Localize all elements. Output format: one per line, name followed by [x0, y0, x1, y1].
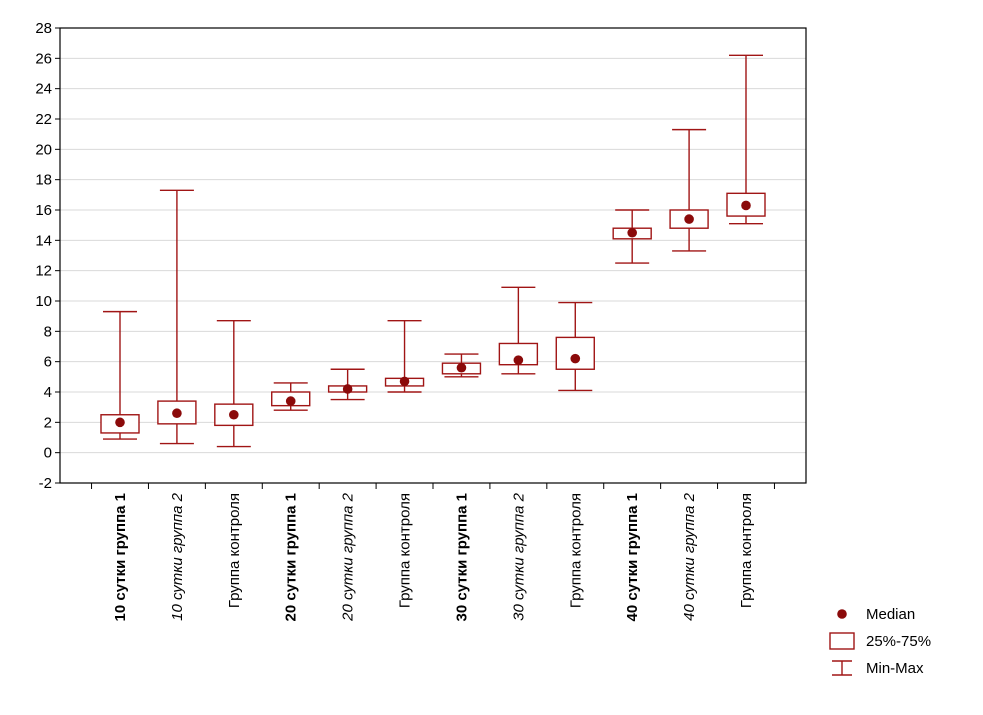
median-dot [115, 417, 125, 428]
y-tick-label: 16 [35, 202, 52, 219]
median-dot [513, 355, 524, 365]
median-dot [342, 384, 353, 394]
x-category-label: 40 сутки группа 2 [681, 492, 698, 621]
y-tick-label: 24 [35, 81, 52, 98]
y-tick-label: 4 [44, 384, 52, 401]
x-category-label: Группа контроля [397, 493, 414, 608]
legend-item: Median [837, 606, 915, 623]
x-category-label: 20 сутки группа 1 [283, 493, 300, 622]
box-plot-item [441, 353, 482, 378]
axes [59, 27, 807, 489]
box-plot-item [612, 209, 652, 264]
x-category-label: 20 сутки группа 2 [340, 492, 357, 622]
x-axis-category-labels: 10 сутки группа 1 10 сутки группа 2 Группа… [112, 492, 755, 622]
legend-label: Median [866, 606, 915, 623]
y-tick-label: 18 [35, 172, 52, 189]
legend-item: 25%-75% [829, 632, 931, 650]
median-dot [684, 214, 694, 224]
legend-item: Min-Max [832, 660, 924, 677]
iqr-box [555, 336, 595, 370]
legend-label: 25%-75% [866, 633, 931, 650]
x-category-label: Группа контроля [738, 493, 755, 608]
box-plot-item [100, 310, 140, 440]
y-tick-label: 10 [35, 293, 52, 310]
legend-label: Min-Max [866, 660, 924, 677]
median-dot [285, 396, 296, 406]
y-tick-label: -2 [39, 475, 52, 492]
y-tick-label: 2 [44, 414, 52, 431]
median-dot [627, 227, 637, 238]
legend: Median 25%-75% Min-Max [829, 606, 931, 677]
y-tick-label: 22 [35, 111, 52, 128]
median-dot [741, 200, 751, 211]
box-plot-item [157, 189, 197, 445]
median-dot [570, 353, 581, 364]
box-plot-item [669, 128, 709, 252]
x-category-label: Группа контроля [567, 493, 584, 608]
y-tick-label: 8 [44, 323, 52, 340]
x-category-label: 10 сутки группа 2 [169, 492, 186, 621]
box-plot-item [726, 54, 766, 225]
legend-median-dot [837, 609, 847, 619]
y-tick-label: 26 [35, 50, 52, 67]
x-category-label: 10 сутки группа 1 [112, 493, 129, 622]
box-plot-item [271, 382, 311, 411]
y-tick-label: 14 [35, 232, 52, 249]
box-plot-item [214, 320, 254, 448]
median-dot [456, 362, 467, 373]
box-plot-item [327, 368, 368, 401]
box-series [100, 54, 766, 448]
x-category-label: 40 сутки группа 1 [624, 493, 641, 622]
median-dot [172, 408, 182, 419]
y-tick-label: 20 [35, 141, 52, 158]
y-tick-label: 28 [35, 20, 52, 37]
x-category-label: 30 сутки группа 2 [510, 492, 527, 621]
median-dot [399, 376, 410, 387]
y-tick-label: 6 [44, 354, 52, 371]
box-plot-item [555, 301, 595, 392]
x-category-label: Группа контроля [226, 493, 243, 608]
x-category-label: 30 сутки группа 1 [453, 493, 470, 622]
legend-box-symbol [829, 632, 855, 650]
y-tick-label: 0 [44, 445, 52, 462]
box-plot-item [498, 286, 539, 375]
median-dot [229, 409, 239, 420]
y-tick-label: 12 [35, 263, 52, 280]
gridlines [60, 57, 806, 454]
box-plot-item [384, 320, 425, 393]
